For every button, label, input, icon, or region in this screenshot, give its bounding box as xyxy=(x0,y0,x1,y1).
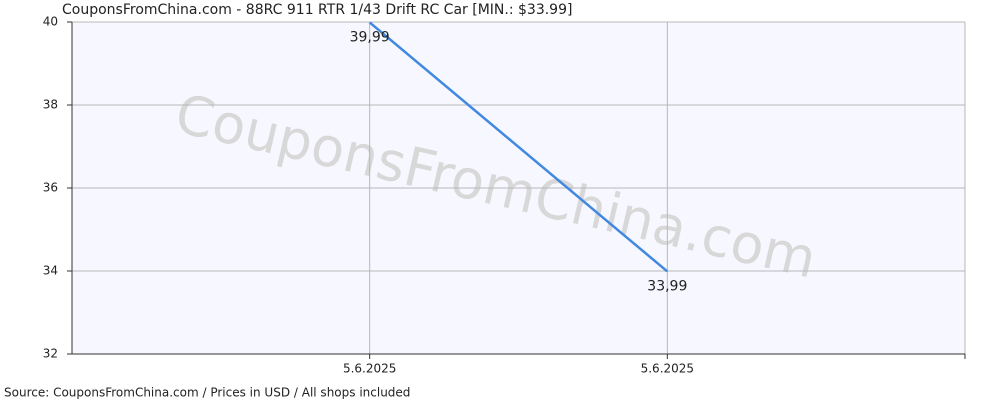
x-tick-label: 5.6.2025 xyxy=(343,362,396,376)
data-label: 39,99 xyxy=(350,29,390,45)
y-tick-label: 36 xyxy=(43,181,58,195)
source-note: Source: CouponsFromChina.com / Prices in… xyxy=(4,386,410,400)
data-label: 33,99 xyxy=(647,278,687,294)
y-tick-label: 38 xyxy=(43,98,58,112)
chart-title: CouponsFromChina.com - 88RC 911 RTR 1/43… xyxy=(62,2,572,18)
y-tick-label: 32 xyxy=(43,347,58,361)
y-tick-label: 34 xyxy=(43,264,58,278)
y-tick-label: 40 xyxy=(43,15,58,29)
x-tick-label: 5.6.2025 xyxy=(641,362,694,376)
series-line xyxy=(368,21,669,273)
